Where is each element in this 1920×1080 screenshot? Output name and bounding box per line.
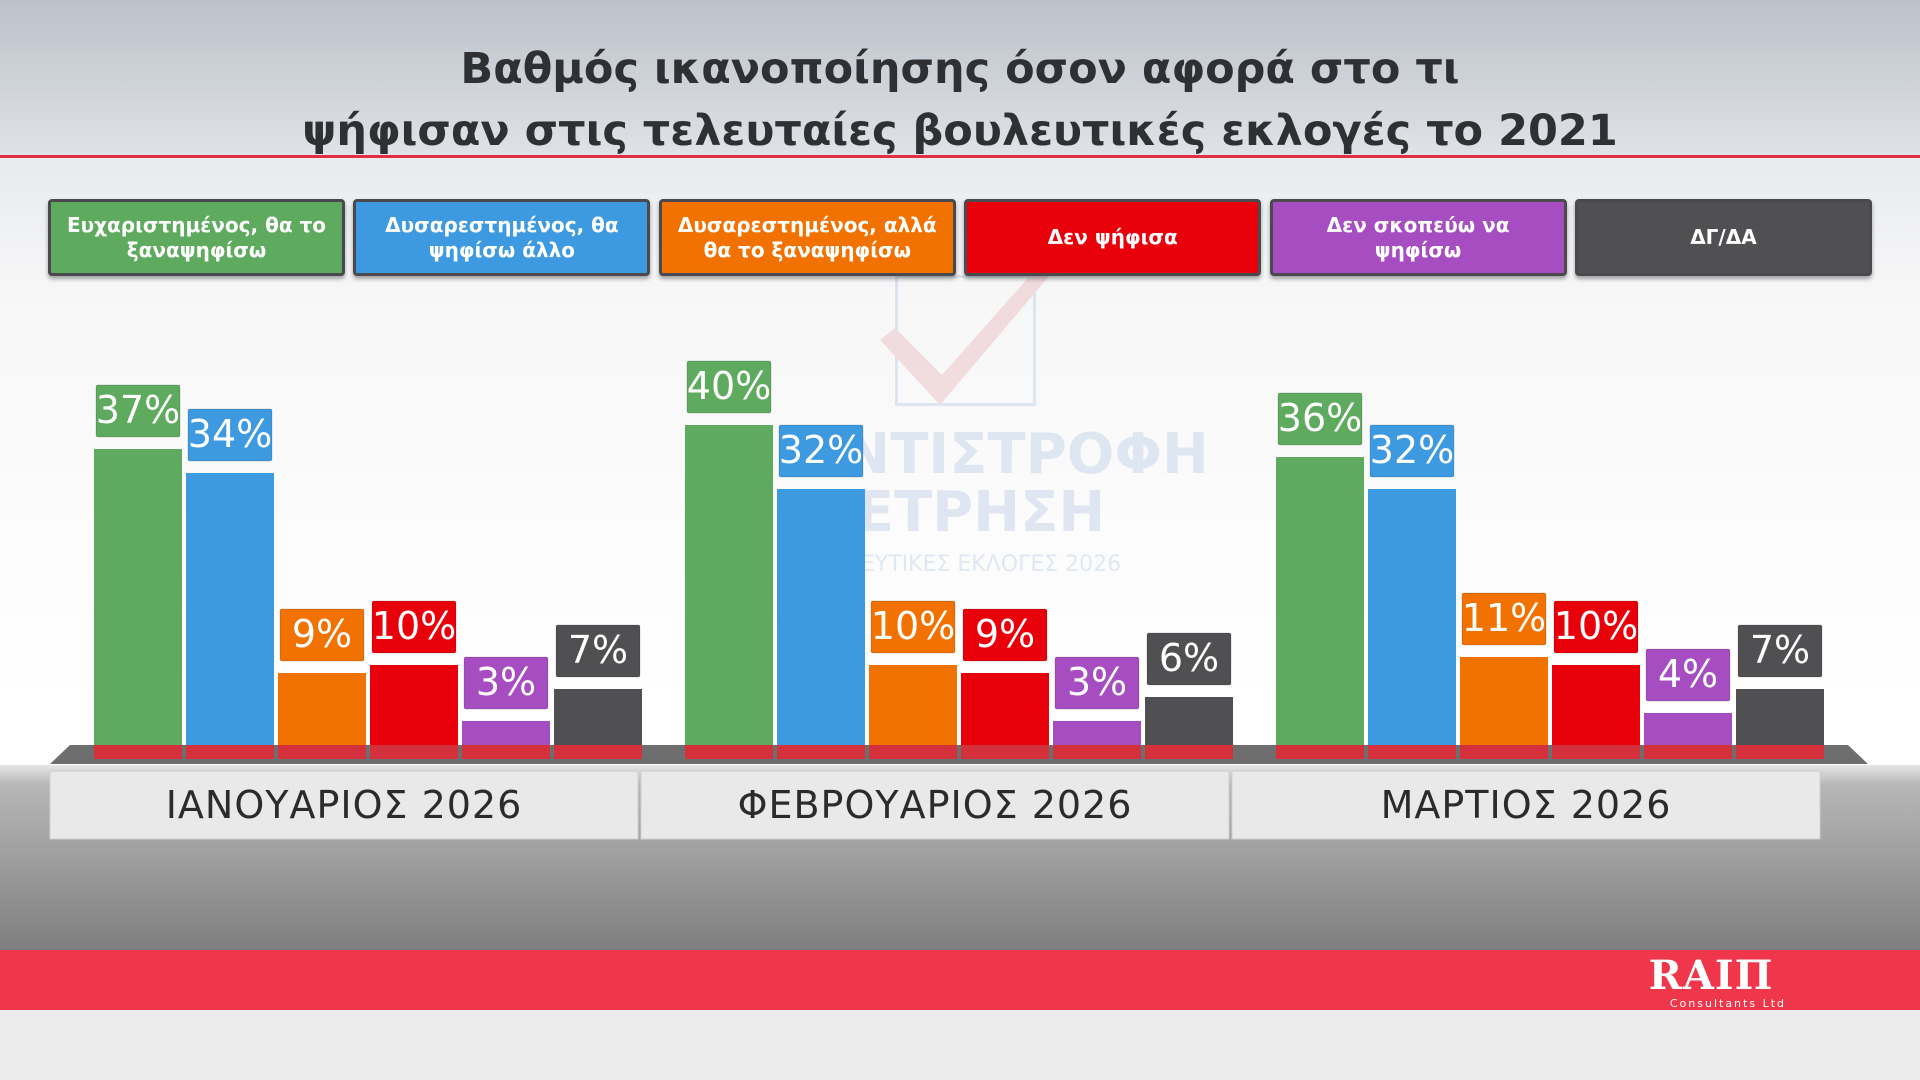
category-label: ΜΑΡΤΙΟΣ 2026 [1381, 783, 1672, 827]
value-label-box [1054, 656, 1140, 710]
checkmark-icon [880, 270, 1050, 405]
value-label-box [95, 384, 181, 438]
bar [370, 665, 458, 745]
legend-item-3: Δυσαρεστημένος, αλλά θα το ξαναψηφίσω [658, 199, 956, 276]
value-label: 10% [372, 604, 456, 648]
logo-subtitle: Consultants Ltd [1669, 997, 1786, 1010]
value-label: 3% [1067, 660, 1127, 704]
value-label-box [1553, 600, 1639, 654]
bar [1368, 489, 1456, 745]
period-label-panel [49, 770, 639, 840]
value-label: 7% [1750, 628, 1810, 672]
bar [94, 449, 182, 745]
bar [961, 673, 1049, 745]
logo-wordmark: RAIП [1648, 952, 1774, 999]
chart-title: Βαθμός ικανοποίησης όσον αφορά στο τι ψή… [0, 38, 1920, 162]
value-label-box [1369, 424, 1455, 478]
bar-base [278, 745, 366, 759]
bar [186, 473, 274, 745]
value-label-box [371, 600, 457, 654]
bar-base [1552, 745, 1640, 759]
bar-base [869, 745, 957, 759]
value-label-box [555, 624, 641, 678]
value-label-box [1146, 632, 1232, 686]
bar [1053, 721, 1141, 745]
bar [554, 689, 642, 745]
value-label: 40% [687, 364, 771, 408]
chart-title-line-1: Βαθμός ικανοποίησης όσον αφορά στο τι [460, 44, 1460, 94]
bar-base [94, 745, 182, 759]
value-label: 32% [1370, 428, 1454, 472]
bar-base [462, 745, 550, 759]
legend-item-6: ΔΓ/ΔΑ [1574, 199, 1872, 276]
bar-base [1368, 745, 1456, 759]
value-label: 3% [476, 660, 536, 704]
category-label: ΦΕΒΡΟΥΑΡΙΟΣ 2026 [738, 783, 1133, 827]
bar-base [1460, 745, 1548, 759]
bar [1460, 657, 1548, 745]
bar-base [961, 745, 1049, 759]
bar [462, 721, 550, 745]
value-label: 9% [292, 612, 352, 656]
value-label: 4% [1658, 652, 1718, 696]
bar [1552, 665, 1640, 745]
value-label: 9% [975, 612, 1035, 656]
watermark-line-1: ΑΝΤΙΣΤΡΟΦΗ [800, 422, 1209, 487]
company-logo: RAIП Consultants Ltd [1636, 955, 1786, 1015]
legend-item-4: Δεν ψήφισα [964, 199, 1262, 276]
bar-base [1736, 745, 1824, 759]
value-label: 10% [1554, 604, 1638, 648]
ballot-box-icon [895, 275, 1036, 406]
header-band [0, 0, 1920, 155]
bar [1145, 697, 1233, 745]
bar-base [554, 745, 642, 759]
value-label-box [279, 608, 365, 662]
bar-base [1145, 745, 1233, 759]
value-label: 6% [1159, 636, 1219, 680]
value-label-box [1277, 392, 1363, 446]
value-label-box [1737, 624, 1823, 678]
value-label: 32% [779, 428, 863, 472]
value-label: 11% [1462, 596, 1546, 640]
title-divider [0, 155, 1920, 158]
bar [1644, 713, 1732, 745]
value-label: 10% [871, 604, 955, 648]
value-label: 36% [1278, 396, 1362, 440]
category-label: ΙΑΝΟΥΑΡΙΟΣ 2026 [166, 783, 523, 827]
bar-base [685, 745, 773, 759]
value-label-box [187, 408, 273, 462]
bar [685, 425, 773, 745]
bar [1276, 457, 1364, 745]
value-label-box [778, 424, 864, 478]
value-label-box [1461, 592, 1547, 646]
period-label-panel [640, 770, 1230, 840]
chart-legend: Ευχαριστημένος, θα το ξαναψηφίσω Δυσαρεστ… [48, 199, 1872, 280]
value-label-box [686, 360, 772, 414]
value-label-box [1645, 648, 1731, 702]
bar-base [1276, 745, 1364, 759]
value-label-box [870, 600, 956, 654]
chart-title-line-2: ψήφισαν στις τελευταίες βουλευτικές εκλο… [302, 106, 1618, 156]
legend-item-2: Δυσαρεστημένος, θα ψηφίσω άλλο [353, 199, 651, 276]
footer-band [0, 950, 1920, 1010]
bar-base [777, 745, 865, 759]
value-label: 7% [568, 628, 628, 672]
legend-item-1: Ευχαριστημένος, θα το ξαναψηφίσω [48, 199, 345, 276]
bar [869, 665, 957, 745]
value-label: 34% [188, 412, 272, 456]
bar [1736, 689, 1824, 745]
bar [278, 673, 366, 745]
bar-base [186, 745, 274, 759]
bar-base [1053, 745, 1141, 759]
period-label-panel [1231, 770, 1821, 840]
value-label-box [463, 656, 549, 710]
bar-base [1644, 745, 1732, 759]
legend-item-5: Δεν σκοπεύω να ψηφίσω [1269, 199, 1567, 276]
footer-strip [0, 1010, 1920, 1080]
bar [777, 489, 865, 745]
value-label-box [962, 608, 1048, 662]
value-label: 37% [96, 388, 180, 432]
bar-base [370, 745, 458, 759]
